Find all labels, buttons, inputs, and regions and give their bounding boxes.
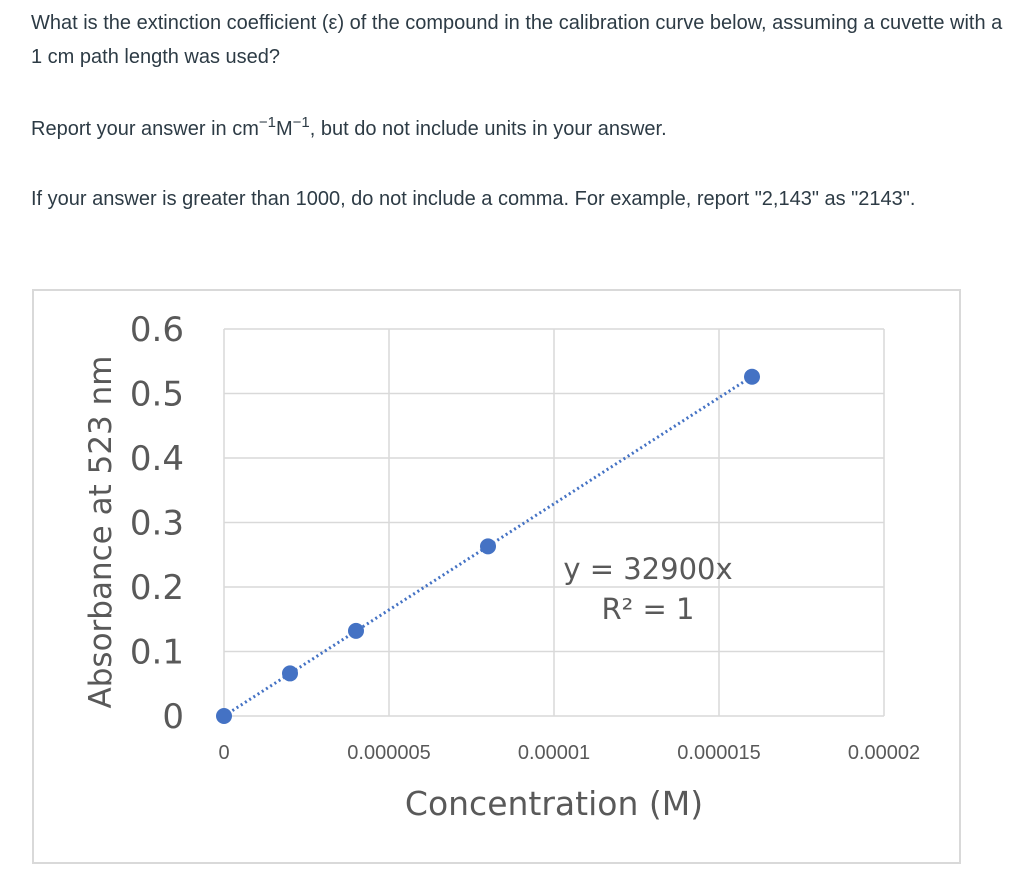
units-exponent-cm: −1 (258, 114, 276, 131)
y-tick-label: 0.2 (130, 568, 184, 608)
trendline-annotation: y = 32900x (563, 552, 732, 586)
x-tick-label: 0 (218, 742, 229, 764)
units-instruction: Report your answer in cm−1M−1, but do no… (31, 112, 667, 146)
data-point (744, 368, 760, 385)
units-exponent-m: −1 (292, 114, 310, 131)
x-axis-title: Concentration (M) (405, 784, 703, 823)
y-tick-label: 0.4 (130, 439, 184, 479)
x-tick-label: 0.00001 (518, 742, 590, 764)
units-suffix: , but do not include units in your answe… (309, 118, 667, 140)
data-point (480, 538, 496, 555)
y-tick-label: 0.3 (130, 504, 184, 544)
y-tick-label: 0.1 (130, 633, 184, 673)
comma-instruction: If your answer is greater than 1000, do … (31, 182, 991, 216)
x-tick-label: 0.000015 (677, 742, 760, 764)
comma-instruction-text: If your answer is greater than 1000, do … (31, 188, 916, 210)
question-text: What is the extinction coefficient (ε) o… (31, 6, 1006, 74)
question-line: What is the extinction coefficient (ε) o… (31, 12, 1003, 68)
data-point (282, 665, 298, 682)
units-prefix: Report your answer in cm (31, 118, 259, 140)
y-tick-label: 0.5 (130, 375, 184, 415)
x-tick-label: 0.000005 (347, 742, 430, 764)
trendline-annotation: R² = 1 (602, 592, 695, 626)
data-point (348, 622, 364, 639)
y-tick-label: 0 (162, 697, 184, 737)
y-tick-label: 0.6 (130, 310, 184, 350)
x-tick-label: 0.00002 (848, 742, 920, 764)
units-molar: M (275, 118, 293, 140)
data-point (216, 708, 232, 724)
chart-frame (32, 289, 961, 864)
y-axis-title: Absorbance at 523 nm (83, 356, 119, 709)
